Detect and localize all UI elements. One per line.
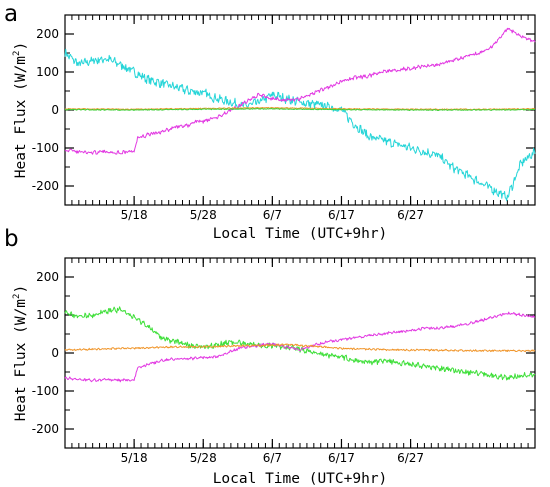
y-tick-label: 100 [36, 65, 59, 79]
panel-b-series [64, 306, 536, 383]
panel-a-letter: a [4, 1, 18, 27]
panel-a-ticks: 5/18 5/28 6/7 6/17 6/27 200 100 0 -100 -200 [32, 15, 535, 222]
x-tick-label: 6/17 [328, 451, 355, 465]
y-tick-label: 200 [36, 27, 59, 41]
x-tick-label: 5/28 [190, 208, 217, 222]
panel-b-letter: b [4, 226, 19, 252]
y-tick-label: -100 [32, 141, 59, 155]
x-tick-label: 6/7 [263, 451, 282, 465]
series-line [64, 107, 535, 111]
x-tick-label: 6/17 [328, 208, 355, 222]
y-tick-label: 100 [36, 308, 59, 322]
panel-b-ylabel: Heat Flux (W/m2) [12, 285, 29, 421]
series-line [64, 311, 536, 383]
x-tick-label: 6/27 [397, 451, 424, 465]
panel-b-xlabel: Local Time (UTC+9hr) [213, 471, 388, 487]
y-tick-label: -200 [32, 422, 59, 436]
panel-b-frame [64, 257, 536, 449]
series-line [64, 27, 536, 155]
y-tick-label: 200 [36, 270, 59, 284]
series-line [64, 343, 536, 353]
panel-a: a 5/18 5/28 6/7 6/17 6/27 200 100 0 -100 -200 Loc… [4, 1, 536, 242]
y-tick-label: -100 [32, 384, 59, 398]
panel-a-ylabel: Heat Flux (W/m2) [12, 42, 29, 178]
x-tick-label: 5/28 [190, 451, 217, 465]
panel-b-ticks: 5/18 5/28 6/7 6/17 6/27 200 100 0 -100 -200 [32, 258, 535, 465]
y-tick-label: -200 [32, 179, 59, 193]
series-line [64, 306, 536, 381]
x-tick-label: 6/27 [397, 208, 424, 222]
panel-a-series [64, 27, 536, 202]
y-tick-label: 0 [51, 346, 59, 360]
series-line [64, 106, 536, 111]
x-tick-label: 5/18 [121, 208, 148, 222]
panel-b: b 5/18 5/28 6/7 6/17 6/27 200 100 0 -100 -200 Loc… [4, 226, 536, 487]
x-tick-label: 6/7 [263, 208, 282, 222]
x-tick-label: 5/18 [121, 451, 148, 465]
y-tick-label: 0 [51, 103, 59, 117]
series-line [64, 48, 536, 202]
panel-a-xlabel: Local Time (UTC+9hr) [213, 226, 388, 242]
